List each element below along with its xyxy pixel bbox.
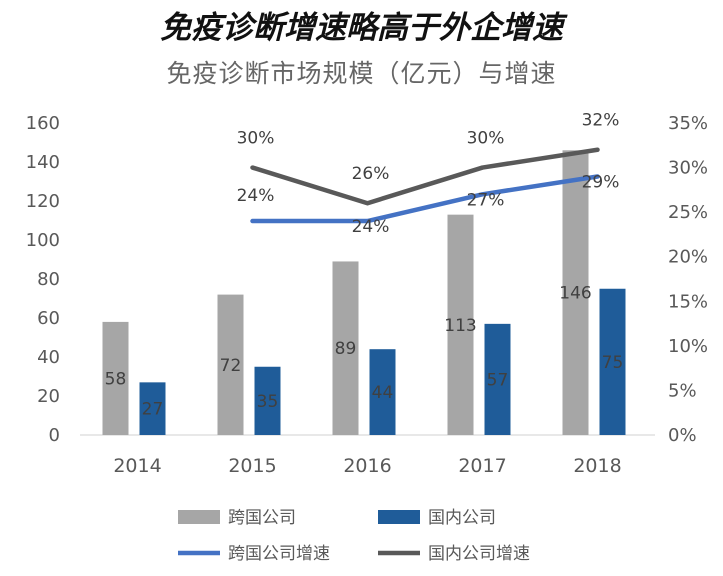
bar-foreign-label: 72 (220, 356, 242, 376)
legend-swatch-domestic (378, 510, 420, 524)
y-left-tick-label: 160 (26, 113, 60, 134)
bar-domestic-label: 27 (142, 400, 164, 420)
x-tick-label: 2016 (343, 455, 391, 477)
bar-foreign (562, 150, 589, 436)
bar-domestic-label: 44 (372, 383, 394, 403)
y-right-tick-label: 30% (668, 158, 708, 179)
y-left-tick-label: 100 (26, 230, 60, 251)
y-left-tick-label: 80 (37, 269, 60, 290)
y-left-tick-label: 20 (37, 386, 60, 407)
bar-foreign-label: 113 (444, 316, 476, 336)
foreign-growth-label: 27% (467, 190, 505, 210)
x-tick-label: 2018 (573, 455, 621, 477)
bar-foreign (217, 294, 244, 435)
bar-domestic-label: 57 (487, 370, 509, 390)
bar-domestic (139, 382, 166, 435)
x-tick-label: 2014 (113, 455, 161, 477)
line-domestic-growth (250, 147, 600, 206)
y-right-tick-label: 5% (668, 380, 697, 401)
legend-label-foreign: 跨国公司 (228, 508, 296, 528)
bar-foreign (332, 261, 359, 435)
y-left-tick-label: 60 (37, 308, 60, 329)
y-right-tick-label: 0% (668, 425, 697, 446)
bar-domestic (484, 323, 511, 435)
bar-foreign-label: 89 (335, 339, 357, 359)
domestic-growth-label: 26% (352, 164, 390, 184)
bar-foreign-label: 58 (105, 369, 127, 389)
chart-subtitle: 免疫诊断市场规模（亿元）与增速 (166, 59, 557, 88)
domestic-growth-label: 30% (467, 129, 505, 149)
y-left-tick-label: 0 (49, 425, 60, 446)
y-right-tick-label: 20% (668, 247, 708, 268)
legend-swatch-foreign (178, 510, 220, 524)
legend-label-foreign-growth: 跨国公司增速 (228, 544, 330, 564)
y-right-tick-label: 15% (668, 291, 708, 312)
line-foreign-growth (250, 174, 600, 224)
bar-foreign (102, 321, 129, 435)
bar-foreign (447, 214, 474, 435)
y-right-tick-label: 10% (668, 336, 708, 357)
domestic-growth-label: 30% (237, 129, 275, 149)
bar-domestic-label: 35 (257, 392, 279, 412)
legend-label-domestic: 国内公司 (428, 508, 496, 528)
y-right-tick-label: 35% (668, 113, 708, 134)
bar-domestic (254, 366, 281, 435)
chart-title: 免疫诊断增速略高于外企增速 (160, 10, 563, 46)
domestic-growth-label: 32% (582, 111, 620, 131)
foreign-growth-label: 24% (237, 186, 275, 206)
bar-domestic-label: 75 (602, 353, 624, 373)
bar-domestic (369, 349, 396, 435)
foreign-growth-label: 29% (582, 172, 620, 192)
legend-label-domestic-growth: 国内公司增速 (428, 544, 530, 564)
y-left-tick-label: 140 (26, 152, 60, 173)
x-tick-label: 2017 (458, 455, 506, 477)
y-left-tick-label: 40 (37, 347, 60, 368)
bar-foreign-label: 146 (559, 284, 591, 304)
x-tick-label: 2015 (228, 455, 276, 477)
y-left-tick-label: 120 (26, 191, 60, 212)
y-right-tick-label: 25% (668, 202, 708, 223)
foreign-growth-label: 24% (352, 217, 390, 237)
bar-domestic (599, 288, 626, 435)
